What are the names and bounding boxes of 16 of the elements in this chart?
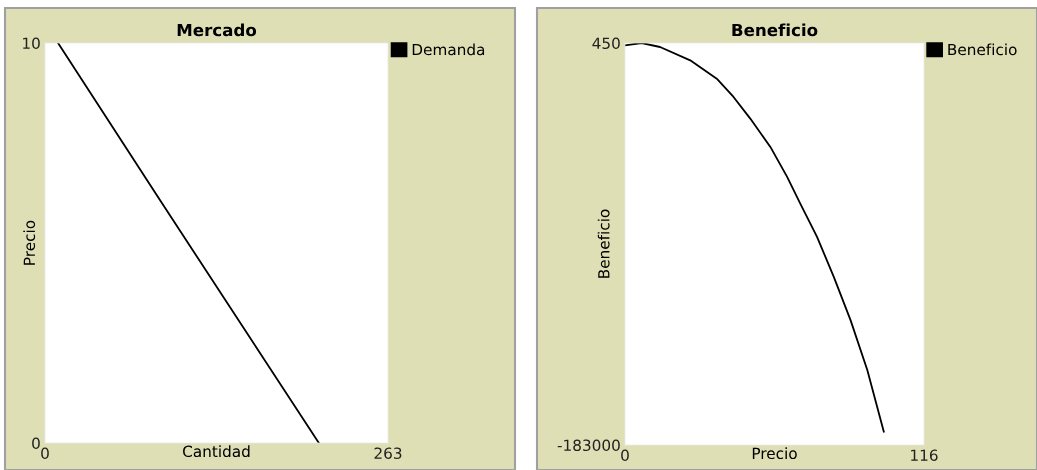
x-tick-label: 116 [911, 449, 938, 461]
legend-label: Beneficio [948, 43, 1017, 56]
chart-title: Beneficio [732, 23, 818, 37]
y-axis-title: Beneficio [597, 209, 610, 278]
line-series [625, 43, 885, 433]
x-tick-label: 263 [374, 447, 402, 459]
chart-title: Mercado [177, 23, 257, 37]
x-tick-label: 0 [621, 449, 629, 461]
y-tick-label: 10 [23, 37, 40, 50]
legend-label: Demanda [412, 43, 485, 56]
y-tick-label: -183000 [557, 439, 620, 452]
y-axis-title: Precio [23, 220, 36, 265]
x-axis-title: Cantidad [183, 445, 250, 458]
y-tick-label: 450 [592, 37, 620, 50]
x-tick-label: 0 [41, 447, 49, 459]
x-axis-title: Precio [752, 447, 797, 460]
